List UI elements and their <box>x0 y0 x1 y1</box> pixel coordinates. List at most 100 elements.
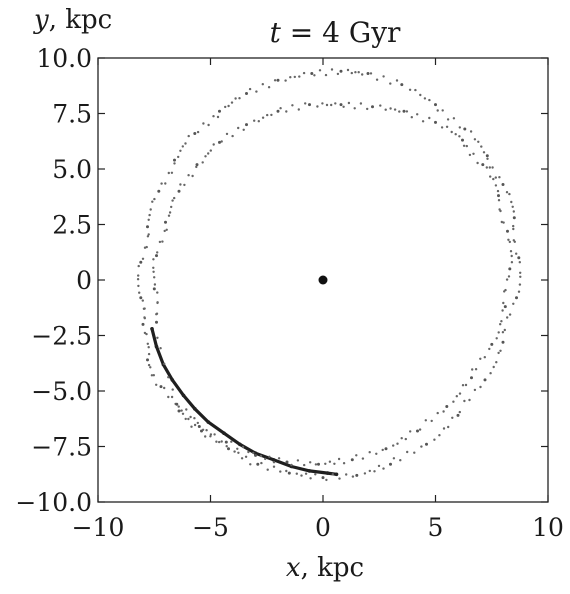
scatter-particle-inner-ring-15-1 <box>496 189 500 193</box>
scatter-particle-inner-ring-2-1 <box>230 440 233 443</box>
scatter-particle-inner-ring-5-2 <box>328 460 332 463</box>
scatter-particle-inner-ring-18-3 <box>416 113 419 116</box>
scatter-particle-outer-ring-20-3 <box>446 118 450 121</box>
scatter-particle-inner-ring-20-3 <box>353 107 356 110</box>
x-axis-label: x, kpc <box>286 553 364 583</box>
scatter-particle-inner-ring-28-2 <box>163 229 166 233</box>
scatter-particle-inner-ring-10-4 <box>483 356 486 359</box>
scatter-particle-inner-ring-4-3 <box>303 463 306 467</box>
scatter-particle-outer-ring-15-1 <box>517 290 521 293</box>
scatter-particle-inner-ring-29-2 <box>152 266 155 269</box>
scatter-particle-outer-ring-22-3 <box>382 75 385 78</box>
y-tick-label-4: 0 <box>76 266 92 295</box>
scatter-particle-inner-ring-3-1 <box>259 454 263 458</box>
scatter-particle-outer-ring-22-2 <box>389 82 392 85</box>
point-inner-ring-22 <box>308 103 311 107</box>
point-outer-ring-19 <box>485 154 489 158</box>
point-dense-arc-1 <box>154 344 159 349</box>
point-dense-arc-4 <box>181 393 186 398</box>
scatter-particle-outer-ring-13-3 <box>495 361 498 364</box>
scatter-particle-inner-ring-13-1 <box>510 261 514 264</box>
scatter-particle-inner-ring-17-5 <box>440 126 444 129</box>
scatter-particle-outer-ring-33-5 <box>138 291 141 294</box>
scatter-particle-inner-ring-4-1 <box>290 463 293 467</box>
scatter-particle-outer-ring-2-1 <box>163 386 166 390</box>
scatter-particle-inner-ring-13-2 <box>510 254 513 258</box>
scatter-particle-outer-ring-27-5 <box>224 105 227 109</box>
scatter-particle-inner-ring-4-5 <box>314 463 318 466</box>
scatter-particle-outer-ring-24-2 <box>330 68 334 71</box>
scatter-particle-outer-ring-18-1 <box>498 176 501 179</box>
scatter-particle-inner-ring-6-5 <box>381 448 384 452</box>
scatter-particle-outer-ring-14-1 <box>501 331 505 334</box>
scatter-particle-inner-ring-0-4 <box>193 417 196 420</box>
scatter-particle-outer-ring-18-3 <box>491 166 494 169</box>
scatter-particle-inner-ring-27-1 <box>173 196 176 200</box>
scatter-particle-inner-ring-8-2 <box>424 419 427 422</box>
scatter-particle-inner-ring-27-4 <box>168 211 172 214</box>
scatter-particle-outer-ring-25-2 <box>298 75 301 78</box>
scatter-particle-outer-ring-4-4 <box>220 440 223 443</box>
scatter-particle-outer-ring-25-1 <box>302 71 306 75</box>
scatter-particle-inner-ring-28-1 <box>165 228 168 231</box>
point-inner-ring-30 <box>152 287 156 291</box>
point-dense-arc-0 <box>150 327 154 331</box>
scatter-particle-outer-ring-25-5 <box>284 79 287 82</box>
scatter-particle-inner-ring-1-3 <box>209 435 212 438</box>
scatter-particle-outer-ring-24-3 <box>324 73 328 77</box>
y-axis-label-italic: y <box>33 5 49 35</box>
scatter-particle-outer-ring-33-3 <box>136 278 140 281</box>
scatter-particle-inner-ring-12-5 <box>507 275 511 278</box>
scatter-particle-outer-ring-8-2 <box>331 473 334 476</box>
scatter-particle-outer-ring-21-4 <box>414 88 417 92</box>
scatter-particle-outer-ring-29-4 <box>179 149 182 152</box>
scatter-particle-inner-ring-14-1 <box>502 221 505 224</box>
scatter-marks <box>136 68 522 482</box>
scatter-particle-inner-ring-12-4 <box>505 278 509 281</box>
scatter-particle-outer-ring-16-5 <box>512 224 515 228</box>
scatter-particle-inner-ring-22-2 <box>297 108 300 111</box>
point-outer-ring-6 <box>256 462 260 466</box>
scatter-particle-outer-ring-22-5 <box>369 72 373 75</box>
scatter-particle-outer-ring-11-4 <box>447 425 450 429</box>
scatter-particle-outer-ring-10-1 <box>392 457 396 460</box>
point-outer-ring-29 <box>193 132 197 135</box>
scatter-particle-inner-ring-14-2 <box>500 220 503 224</box>
scatter-particle-inner-ring-2-5 <box>252 451 255 455</box>
scatter-particle-outer-ring-17-1 <box>512 210 515 213</box>
point-inner-ring-0 <box>175 402 179 406</box>
scatter-particle-outer-ring-6-1 <box>260 461 263 465</box>
scatter-particle-inner-ring-15-3 <box>492 177 495 181</box>
scatter-particle-inner-ring-24-4 <box>225 132 229 136</box>
scatter-particle-outer-ring-22-1 <box>395 79 399 82</box>
scatter-particle-inner-ring-13-3 <box>509 250 513 253</box>
scatter-particle-outer-ring-0-2 <box>145 332 148 336</box>
scatter-particle-outer-ring-13-5 <box>499 349 502 352</box>
scatter-particle-inner-ring-23-5 <box>253 119 256 122</box>
scatter-particle-outer-ring-4-1 <box>204 435 207 438</box>
scatter-particle-outer-ring-10-4 <box>413 451 416 454</box>
scatter-particle-inner-ring-19-3 <box>389 107 392 110</box>
scatter-particle-outer-ring-20-4 <box>441 109 444 112</box>
scatter-particle-outer-ring-34-5 <box>143 316 146 319</box>
scatter-particle-inner-ring-31-3 <box>163 362 166 365</box>
scatter-particle-outer-ring-23-3 <box>354 71 357 74</box>
scatter-particle-inner-ring-9-1 <box>452 400 455 403</box>
scatter-particle-inner-ring-26-3 <box>187 174 190 177</box>
scatter-particle-outer-ring-5-3 <box>240 457 244 460</box>
scatter-particle-outer-ring-19-5 <box>469 130 473 133</box>
point-inner-ring-31 <box>155 320 158 324</box>
scatter-particle-outer-ring-13-2 <box>492 365 495 369</box>
scatter-particle-outer-ring-14-5 <box>512 302 515 305</box>
scatter-particle-outer-ring-8-1 <box>325 478 328 482</box>
scatter-particle-inner-ring-8-5 <box>442 410 445 413</box>
scatter-particle-inner-ring-3-3 <box>268 455 271 458</box>
scatter-particle-outer-ring-23-2 <box>357 71 360 74</box>
point-inner-ring-14 <box>506 229 509 233</box>
scatter-particle-inner-ring-18-4 <box>410 116 413 119</box>
scatter-particle-outer-ring-15-2 <box>518 283 522 286</box>
scatter-particle-outer-ring-5-2 <box>237 451 240 454</box>
scatter-particle-inner-ring-17-4 <box>445 125 449 128</box>
scatter-particle-inner-ring-18-1 <box>428 116 431 120</box>
scatter-particle-inner-ring-3-2 <box>264 457 267 461</box>
